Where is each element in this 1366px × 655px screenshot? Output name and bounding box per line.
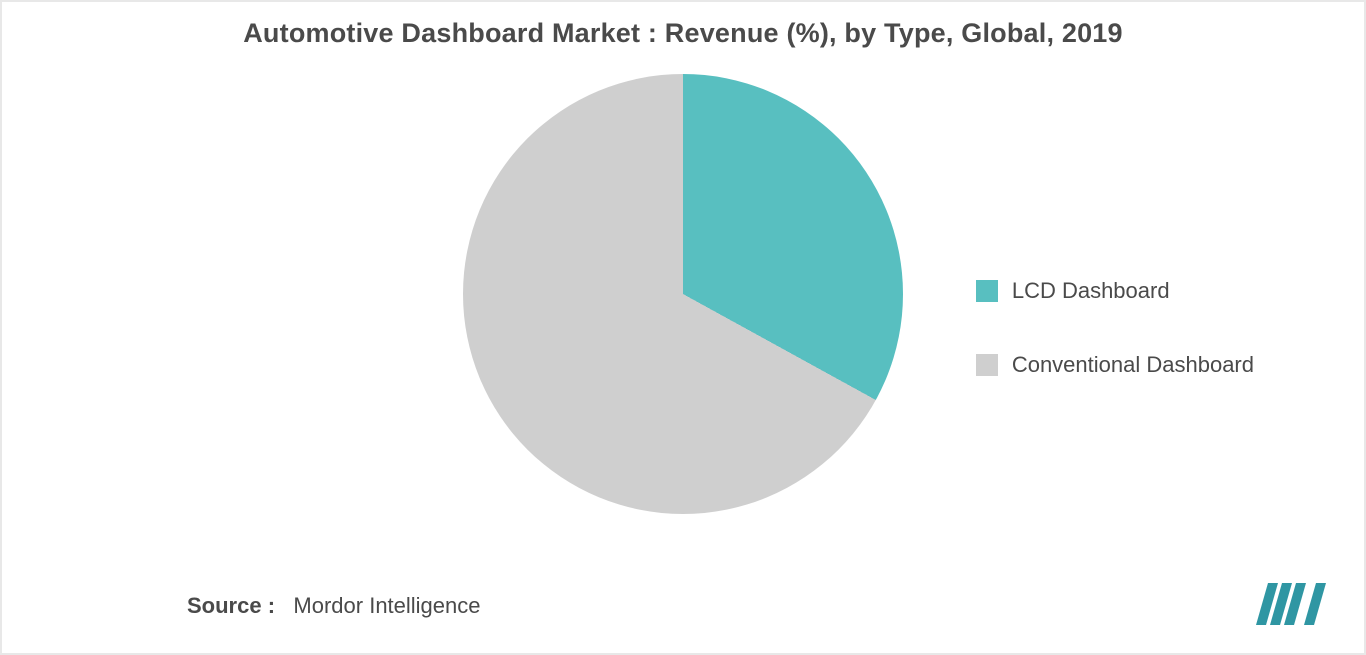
legend-label: LCD Dashboard <box>1012 278 1170 304</box>
legend-label: Conventional Dashboard <box>1012 352 1254 378</box>
chart-frame: Automotive Dashboard Market : Revenue (%… <box>0 0 1366 655</box>
source-label: Source : <box>187 593 275 618</box>
pie-chart <box>463 74 903 514</box>
pie-surface <box>463 74 903 514</box>
legend-item: LCD Dashboard <box>976 278 1254 304</box>
chart-title: Automotive Dashboard Market : Revenue (%… <box>2 18 1364 49</box>
source-attribution: Source : Mordor Intelligence <box>187 593 481 619</box>
source-value: Mordor Intelligence <box>293 593 480 618</box>
brand-logo <box>1254 581 1328 627</box>
legend: LCD Dashboard Conventional Dashboard <box>976 278 1254 378</box>
legend-item: Conventional Dashboard <box>976 352 1254 378</box>
legend-swatch <box>976 280 998 302</box>
legend-swatch <box>976 354 998 376</box>
